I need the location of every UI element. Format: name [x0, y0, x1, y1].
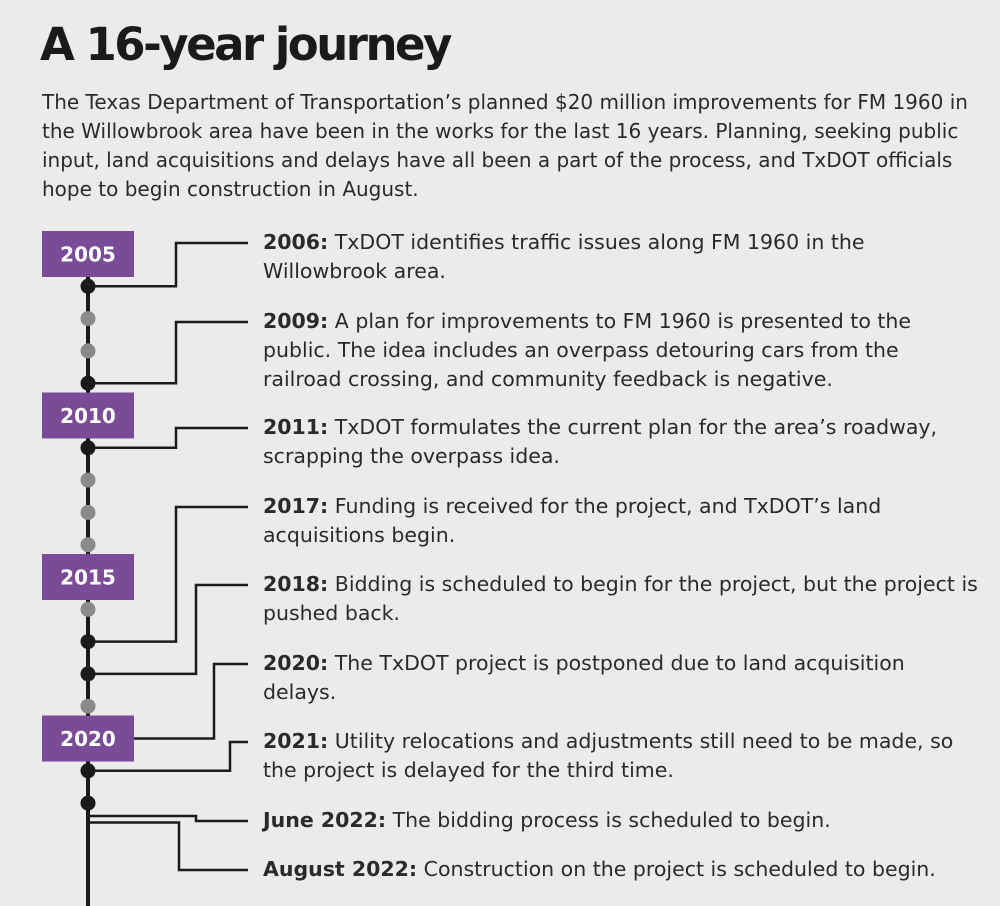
event-description: The bidding process is scheduled to begi… — [386, 808, 831, 832]
event-item: August 2022: Construction on the project… — [263, 855, 978, 884]
event-description: Utility relocations and adjustments stil… — [263, 729, 954, 782]
event-description: Construction on the project is scheduled… — [417, 857, 936, 881]
event-description: Bidding is scheduled to begin for the pr… — [263, 572, 978, 625]
event-date: June 2022: — [263, 808, 387, 832]
event-item: 2009: A plan for improvements to FM 1960… — [263, 307, 978, 394]
event-connector — [88, 821, 248, 872]
event-item: 2020: The TxDOT project is postponed due… — [263, 649, 978, 707]
year-label: 2020 — [60, 727, 116, 751]
year-dot — [80, 698, 96, 714]
year-label-box — [42, 231, 134, 277]
event-date: 2009: — [263, 309, 329, 333]
year-dot-event — [80, 763, 96, 779]
event-description: Funding is received for the project, and… — [263, 494, 882, 547]
event-connector — [88, 814, 248, 823]
year-dot-event — [80, 375, 96, 391]
event-date: August 2022: — [263, 857, 418, 881]
year-dot-event — [80, 634, 96, 650]
event-connector — [88, 241, 248, 288]
event-description: TxDOT formulates the current plan for th… — [263, 415, 938, 468]
year-label-box — [42, 392, 134, 439]
event-date: 2020: — [263, 651, 329, 675]
event-item: 2018: Bidding is scheduled to begin for … — [263, 570, 978, 628]
event-description: The TxDOT project is postponed due to la… — [263, 651, 905, 704]
event-description: A plan for improvements to FM 1960 is pr… — [263, 309, 912, 391]
event-item: 2021: Utility relocations and adjustment… — [263, 727, 978, 785]
event-date: 2021: — [263, 729, 329, 753]
event-connector — [88, 426, 248, 450]
event-connector — [88, 662, 248, 740]
event-item: June 2022: The bidding process is schedu… — [263, 806, 978, 835]
event-date: 2006: — [263, 230, 329, 254]
year-label-box — [42, 554, 134, 600]
year-dot — [80, 504, 96, 520]
year-dot — [80, 343, 96, 359]
year-label: 2010 — [60, 404, 116, 428]
year-label-box — [42, 715, 134, 762]
year-label: 2015 — [60, 566, 116, 590]
year-dot-event — [80, 278, 96, 294]
year-dot-event — [80, 440, 96, 456]
event-item: 2017: Funding is received for the projec… — [263, 492, 978, 550]
event-item: 2006: TxDOT identifies traffic issues al… — [263, 228, 978, 286]
year-dot-event — [80, 795, 96, 811]
year-dot — [80, 311, 96, 327]
intro-paragraph: The Texas Department of Transportation’s… — [42, 90, 968, 201]
year-dot-event — [80, 666, 96, 682]
event-description: TxDOT identifies traffic issues along FM… — [263, 230, 865, 283]
event-item: 2011: TxDOT formulates the current plan … — [263, 413, 978, 471]
year-dot — [80, 472, 96, 488]
page-title: A 16-year journey — [40, 18, 452, 71]
year-label: 2005 — [60, 243, 116, 267]
event-connector — [88, 320, 248, 385]
event-connector — [88, 505, 248, 643]
year-dot — [80, 537, 96, 553]
year-dot — [80, 601, 96, 617]
event-connector — [88, 740, 248, 773]
event-date: 2017: — [263, 494, 329, 518]
event-connector — [88, 583, 248, 676]
event-date: 2018: — [263, 572, 329, 596]
event-date: 2011: — [263, 415, 329, 439]
